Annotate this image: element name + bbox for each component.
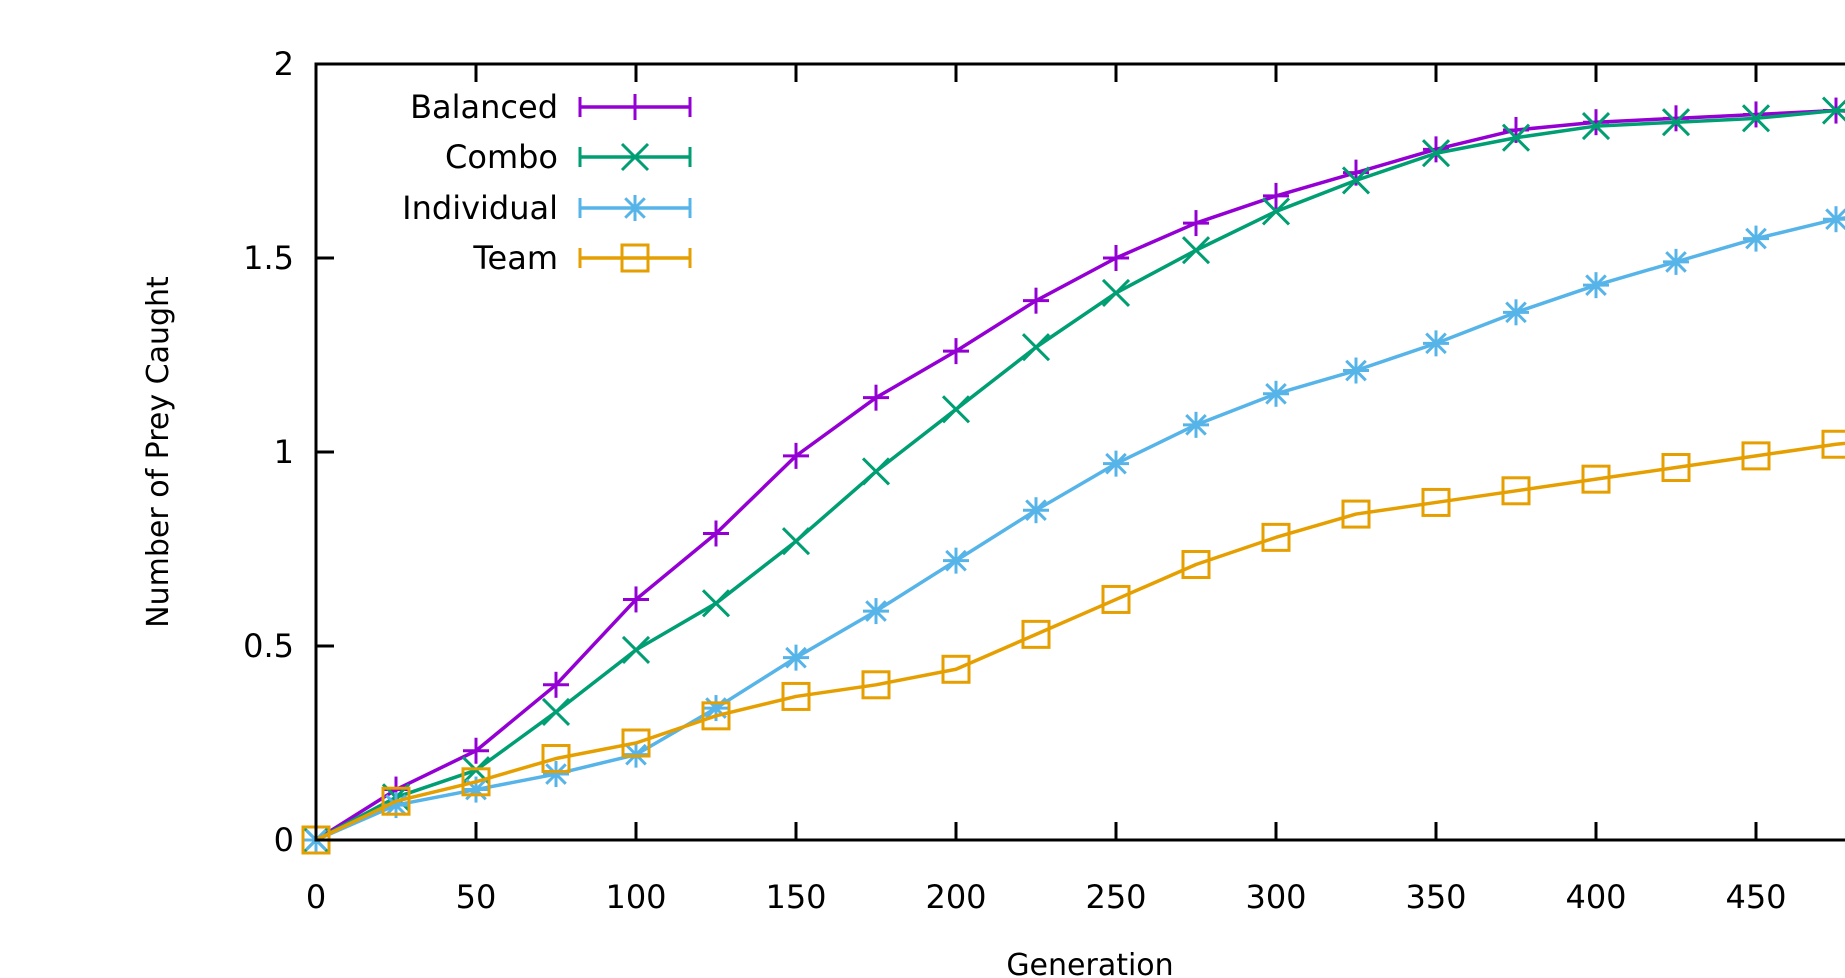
data-point-individual-3	[543, 761, 569, 788]
data-point-balanced-17	[1663, 105, 1689, 132]
data-point-individual-7	[863, 598, 889, 625]
data-point-team-18	[1741, 441, 1771, 471]
data-point-combo-6	[781, 527, 811, 556]
x-tick-label-5: 250	[1085, 878, 1146, 916]
data-point-balanced-10	[1103, 245, 1129, 271]
x-tick-label-8: 400	[1565, 878, 1626, 916]
data-point-balanced-5	[703, 520, 729, 547]
y-tick-label-4: 2	[274, 45, 294, 83]
y-axis-title: Number of Prey Caught	[141, 276, 176, 628]
data-point-balanced-11	[1183, 210, 1209, 237]
data-point-balanced-14	[1423, 136, 1449, 163]
legend-label-team: Team	[472, 239, 558, 277]
series-individual	[303, 206, 1845, 853]
data-point-individual-17	[1663, 248, 1689, 275]
data-point-team-6	[781, 681, 811, 711]
data-point-balanced-4	[623, 586, 649, 613]
data-point-balanced-7	[863, 384, 889, 411]
data-point-balanced-8	[943, 338, 969, 365]
data-point-team-14	[1421, 487, 1451, 517]
data-point-team-17	[1661, 453, 1691, 483]
x-ticks: 050100150200250300350400450500	[306, 64, 1787, 916]
legend-marker-balanced	[622, 94, 648, 120]
x-tick-label-2: 100	[605, 878, 666, 916]
data-point-team-8	[941, 654, 971, 684]
legend-marker-combo	[620, 142, 650, 172]
data-point-combo-5	[701, 589, 731, 618]
legend-label-individual: Individual	[402, 189, 558, 227]
data-point-balanced-16	[1583, 109, 1609, 136]
data-point-combo-12	[1261, 197, 1291, 226]
legend-label-balanced: Balanced	[410, 88, 558, 126]
data-point-team-11	[1181, 550, 1211, 580]
data-point-team-2	[461, 767, 491, 797]
data-point-combo-3	[541, 697, 571, 727]
data-point-individual-9	[1023, 497, 1049, 524]
data-point-individual-6	[783, 644, 809, 671]
data-point-combo-8	[941, 395, 971, 424]
data-point-individual-12	[1263, 380, 1289, 407]
data-point-team-4	[621, 728, 651, 758]
y-tick-label-2: 1	[274, 433, 294, 471]
legend-marker-individual	[622, 195, 648, 221]
x-tick-label-7: 350	[1405, 878, 1466, 916]
data-point-combo-11	[1181, 236, 1211, 265]
data-point-balanced-3	[543, 671, 569, 698]
series-balanced	[303, 97, 1845, 853]
data-point-combo-9	[1021, 333, 1051, 362]
data-point-team-5	[701, 701, 731, 731]
data-point-team-9	[1021, 619, 1051, 649]
data-point-combo-7	[861, 457, 891, 486]
plot-series	[301, 96, 1845, 855]
data-point-team-1	[381, 786, 411, 816]
x-tick-label-6: 300	[1245, 878, 1306, 916]
y-tick-label-0: 0	[274, 821, 294, 859]
data-point-team-12	[1261, 522, 1291, 552]
x-tick-label-3: 150	[765, 878, 826, 916]
data-point-individual-8	[943, 547, 969, 574]
data-point-team-15	[1501, 476, 1531, 506]
data-point-team-10	[1101, 584, 1131, 614]
data-point-individual-14	[1423, 330, 1449, 357]
data-point-team-16	[1581, 464, 1611, 494]
data-point-combo-18	[1741, 104, 1771, 133]
data-point-team-7	[861, 670, 891, 700]
data-point-combo-10	[1101, 278, 1131, 307]
data-point-team-13	[1341, 499, 1371, 529]
y-ticks: 0 0.5 1 1.5 2	[243, 45, 334, 859]
y-tick-label-3: 1.5	[243, 239, 294, 277]
data-point-team-19	[1821, 429, 1845, 459]
data-point-combo-4	[621, 635, 651, 664]
data-point-balanced-12	[1263, 182, 1289, 209]
legend-marker-team	[620, 243, 650, 273]
data-point-balanced-6	[783, 442, 809, 469]
legend: Balanced Combo Individual Team	[402, 88, 692, 277]
data-point-combo-17	[1661, 108, 1691, 137]
legend-label-combo: Combo	[445, 138, 558, 176]
data-point-combo-13	[1341, 166, 1371, 195]
series-team	[301, 429, 1845, 855]
data-point-individual-15	[1503, 299, 1529, 326]
data-point-individual-11	[1183, 411, 1209, 438]
data-point-combo-15	[1501, 123, 1531, 152]
y-tick-label-1: 0.5	[243, 627, 294, 665]
data-point-individual-10	[1103, 450, 1129, 477]
x-tick-label-4: 200	[925, 878, 986, 916]
data-point-combo-16	[1581, 112, 1611, 141]
data-point-individual-18	[1743, 225, 1769, 252]
x-tick-label-1: 50	[456, 878, 497, 916]
data-point-individual-19	[1823, 206, 1845, 233]
series-line-team	[315, 441, 1845, 842]
x-tick-label-0: 0	[306, 878, 326, 916]
data-point-balanced-18	[1743, 101, 1769, 128]
data-point-individual-16	[1583, 272, 1609, 299]
data-point-balanced-9	[1023, 287, 1049, 314]
x-tick-label-9: 450	[1725, 878, 1786, 916]
data-point-team-3	[541, 744, 571, 774]
data-point-combo-14	[1421, 139, 1451, 168]
data-point-balanced-2	[463, 737, 489, 764]
data-point-individual-13	[1343, 357, 1369, 384]
x-axis-title: Generation	[1006, 948, 1173, 978]
